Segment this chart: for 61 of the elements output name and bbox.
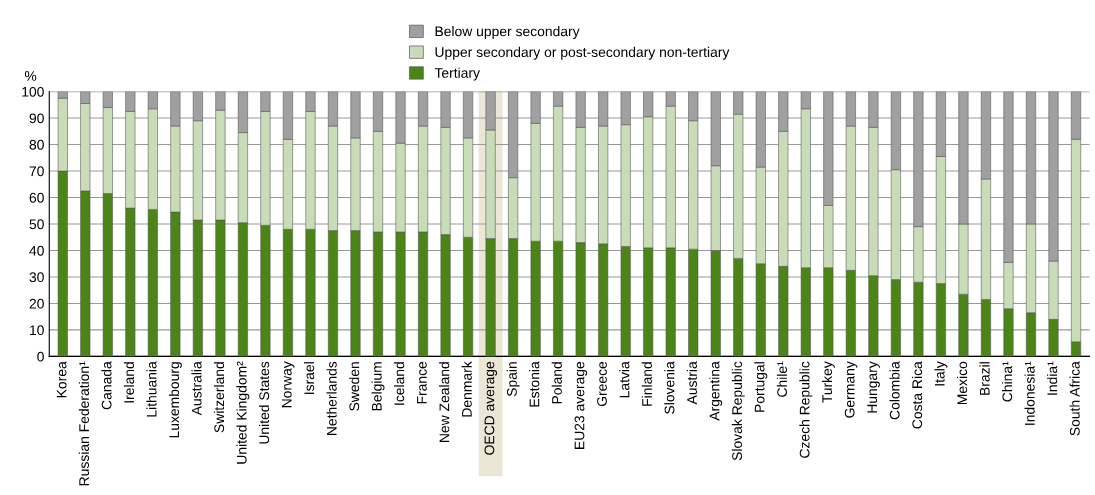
x-tick-label: Ireland <box>123 362 135 403</box>
x-tick-label: Chile¹ <box>776 361 788 397</box>
x-tick-label: Germany <box>844 361 858 418</box>
x-tick-label: Switzerland <box>213 362 225 433</box>
x-tick-label: Iceland <box>394 362 405 405</box>
x-tick-label: Israel <box>303 362 315 394</box>
x-tick-label: Estonia <box>529 361 540 407</box>
x-tick-label: New Zealand <box>439 362 450 442</box>
x-tick-label: Slovak Republic <box>731 361 745 461</box>
x-tick-label: India¹ <box>1047 361 1058 395</box>
x-tick-label: OECD average <box>484 361 498 455</box>
y-tick-label: 50 <box>29 219 44 230</box>
x-tick-label: Belgium <box>371 362 385 411</box>
y-tick-label: 10 <box>30 325 44 336</box>
x-tick-label: Mexico <box>956 361 968 405</box>
x-tick-label: Brazil <box>979 362 990 395</box>
x-tick-label: Netherlands <box>326 361 337 436</box>
x-tick-label: Indonesia¹ <box>1024 361 1035 425</box>
y-tick-label: 90 <box>29 113 44 124</box>
x-tick-label: Portugal <box>754 362 768 412</box>
x-tick-label: Czech Republic <box>799 361 813 458</box>
x-tick-label: China¹ <box>1001 361 1013 402</box>
x-tick-label: Italy <box>934 361 948 386</box>
x-tick-label: Denmark <box>461 361 472 417</box>
x-tick-label: Finland <box>641 362 652 406</box>
x-tick-label: Spain <box>506 362 520 397</box>
x-tick-label: United Kingdom² <box>236 361 250 464</box>
x-tick-label: Canada <box>101 361 112 410</box>
y-axis-title: % <box>24 71 37 81</box>
x-tick-label: Colombia <box>889 361 900 420</box>
x-tick-label: Argentina <box>709 361 723 421</box>
x-tick-label: France <box>417 361 427 404</box>
x-tick-label: South Africa <box>1069 361 1080 436</box>
x-tick-label: Luxembourg <box>168 362 182 438</box>
x-tick-label: Lithuania <box>146 361 157 417</box>
y-tick-label: 20 <box>29 298 44 309</box>
x-tick-label: Korea <box>56 361 67 398</box>
legend-label: Below upper secondary <box>435 26 580 39</box>
x-tick-label: Sweden <box>349 362 360 411</box>
x-tick-label: Australia <box>191 361 202 416</box>
x-tick-label: Norway <box>281 361 295 408</box>
x-tick-label: Russian Federation¹ <box>78 361 90 486</box>
x-tick-label: EU23 average <box>574 361 588 449</box>
x-tick-label: Costa Rica <box>911 361 923 429</box>
x-tick-label: United States <box>258 361 270 444</box>
y-tick-label: 70 <box>29 166 44 177</box>
y-tick-label: 100 <box>22 86 44 97</box>
y-tick-label: 60 <box>29 192 44 203</box>
y-tick-label: 0 <box>37 351 44 362</box>
x-tick-label: Austria <box>686 361 697 405</box>
y-tick-label: 80 <box>29 139 44 150</box>
legend-label: Upper secondary or post-secondary non-tertiary <box>435 46 730 60</box>
x-tick-label: Poland <box>551 362 562 404</box>
x-tick-label: Hungary <box>867 361 880 413</box>
x-tick-label: Turkey <box>821 361 835 403</box>
y-tick-label: 30 <box>29 272 44 283</box>
legend-label: Tertiary <box>434 67 480 81</box>
x-tick-label: Greece <box>597 361 607 407</box>
x-tick-label: Latvia <box>619 361 630 398</box>
x-tick-label: Slovenia <box>664 361 675 414</box>
y-tick-label: 40 <box>29 245 44 256</box>
